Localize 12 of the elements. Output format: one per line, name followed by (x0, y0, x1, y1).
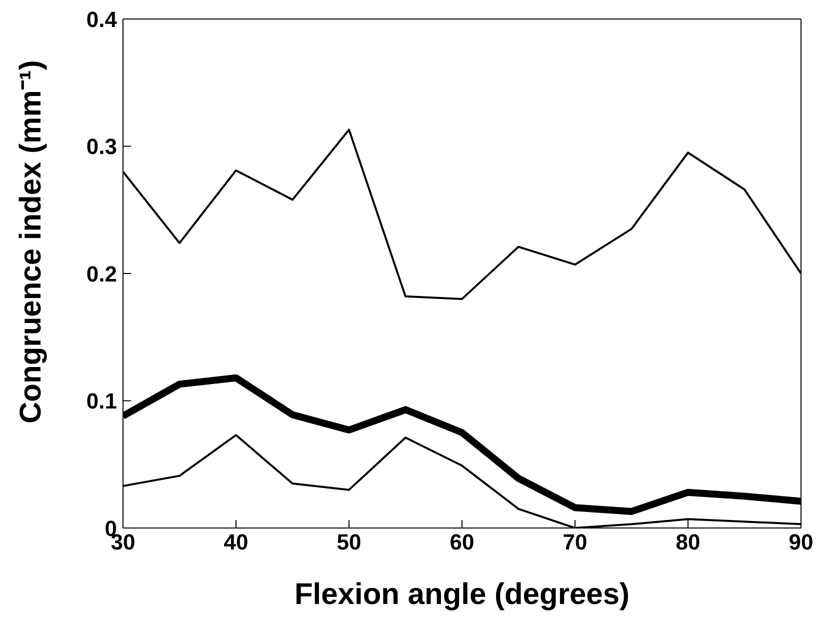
y-tick-label: 0.3 (86, 134, 117, 160)
x-tick-label: 90 (788, 530, 814, 555)
x-tick-label: 70 (562, 530, 588, 555)
x-tick-label: 40 (224, 530, 248, 555)
y-axis-title: Congruence index (mm⁻¹) (14, 60, 48, 424)
x-axis-title: Flexion angle (degrees) (294, 578, 630, 611)
x-tick-label: 80 (676, 530, 700, 555)
y-tick-label: 0.1 (86, 388, 117, 414)
x-tick-label: 50 (336, 530, 362, 555)
x-tick-label: 60 (450, 530, 474, 555)
y-tick-label: 0.2 (86, 261, 117, 286)
y-tick-label: 0.4 (86, 6, 118, 32)
